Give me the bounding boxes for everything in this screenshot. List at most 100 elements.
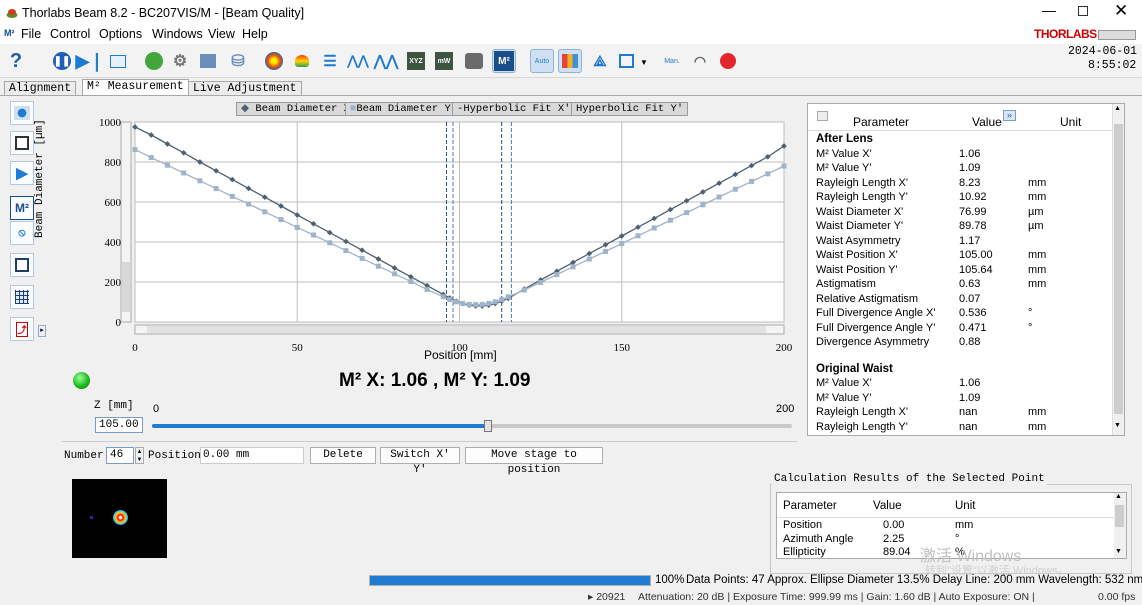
data-point-x — [618, 233, 625, 239]
calc-scrollbar[interactable]: ▲ ▼ — [1114, 493, 1126, 558]
z-value-field[interactable]: 105.00 — [95, 417, 143, 433]
param-value: 1.09 — [959, 162, 981, 174]
help-label: ? — [9, 49, 23, 72]
calc-unit: ° — [955, 532, 960, 545]
calc-scroll-thumb[interactable] — [1115, 505, 1124, 527]
position-field[interactable]: 0.00 mm — [200, 447, 304, 464]
reset-button[interactable] — [142, 49, 166, 73]
profile-x-button[interactable]: ⋀⋀ — [346, 49, 370, 73]
calculation-button[interactable] — [196, 49, 220, 73]
data-point-y — [684, 210, 690, 216]
pdf-report-button[interactable]: ⤴ — [10, 317, 34, 341]
mdi-window-controls-icon[interactable] — [1098, 30, 1136, 40]
legend-beam-diameter-y[interactable]: ■Beam Diameter Y' — [345, 102, 463, 116]
scroll-up-icon[interactable]: ▲ — [1114, 105, 1121, 112]
status-info: Data Points: 47 Approx. Ellipse Diameter… — [686, 574, 1142, 586]
data-point-y — [635, 233, 641, 239]
table-menu-icon[interactable] — [817, 111, 828, 121]
data-point-y — [765, 171, 771, 177]
scroll-down-icon[interactable]: ▼ — [1114, 422, 1121, 429]
theta-button[interactable]: ⦸ — [10, 221, 34, 245]
archive-button[interactable]: ⛁ — [226, 49, 250, 73]
manual-scale-button[interactable]: Man. — [660, 49, 684, 73]
close-icon[interactable]: ✕ — [1114, 1, 1129, 20]
chart-view-button[interactable] — [558, 49, 582, 73]
data-point-y — [473, 302, 479, 308]
save-measurement-button[interactable] — [10, 131, 34, 155]
run-button[interactable]: ▶ — [10, 161, 34, 185]
settings-button[interactable]: ⚙ — [168, 49, 192, 73]
z-slider-track[interactable] — [152, 424, 792, 428]
menu-windows[interactable]: Windows — [152, 27, 203, 41]
calc-scroll-up-icon[interactable]: ▲ — [1115, 493, 1122, 500]
tab-alignment[interactable]: Alignment — [4, 81, 77, 96]
parameters-table: Parameter Value » Unit After Lens M² Valu… — [807, 103, 1125, 436]
calc-row[interactable]: Position 0.00 mm — [783, 519, 1113, 532]
display-toggle-button[interactable] — [106, 49, 130, 73]
sidebar-expand-icon[interactable]: ▸ — [38, 325, 46, 337]
auto-scale-button[interactable]: Auto — [530, 49, 554, 73]
profile-y-button[interactable]: ⋀⋀ — [374, 49, 399, 73]
start-measurement-button[interactable] — [10, 101, 34, 125]
roi-dropdown-icon[interactable]: ▼ — [640, 58, 648, 67]
data-point-y — [651, 225, 657, 231]
menu-file[interactable]: File — [21, 27, 42, 41]
menu-control[interactable]: Control — [50, 27, 91, 41]
param-row: Rayleigh Length X' 8.23 mm — [816, 176, 1116, 190]
xyz-button[interactable]: XYZ — [404, 49, 428, 73]
m2-view-button[interactable]: M² — [10, 196, 34, 220]
param-value: 89.78 — [959, 220, 987, 232]
beam-3d-button[interactable] — [290, 49, 314, 73]
gauge-button[interactable]: ◠ — [688, 49, 712, 73]
restore-icon[interactable] — [1078, 6, 1088, 16]
number-spin-arrows-icon[interactable]: ▲ ▼ — [135, 447, 144, 464]
move-stage-button[interactable]: Move stage to position — [465, 447, 603, 476]
save-data-button[interactable] — [10, 253, 34, 277]
roi-button[interactable] — [614, 49, 638, 73]
menu-options[interactable]: Options — [99, 27, 143, 41]
param-value: 1.09 — [959, 391, 981, 404]
switch-xy-button[interactable]: Switch X' Y' — [380, 447, 460, 476]
data-point-y — [229, 193, 235, 199]
results-list-button[interactable]: ☰ — [318, 49, 342, 73]
camera-button[interactable] — [462, 49, 486, 73]
beam-2d-button[interactable] — [262, 49, 286, 73]
tab-live-adjustment[interactable]: Live Adjustment — [188, 81, 302, 96]
calc-scroll-down-icon[interactable]: ▼ — [1115, 548, 1122, 555]
number-spinbox[interactable]: 46 — [106, 447, 134, 464]
legend-beam-diameter-x[interactable]: ◆ Beam Diameter X' — [236, 102, 362, 116]
pause-button[interactable]: ❚❚ — [50, 49, 74, 73]
gear-icon: ⚙ — [172, 53, 188, 70]
progress-fill — [370, 576, 650, 585]
progress-bar — [369, 575, 651, 586]
calc-row[interactable]: Ellipticity 89.04% — [783, 546, 1113, 558]
menu-view[interactable]: View — [208, 27, 235, 41]
legend-hyperbolic-fit-y[interactable]: Hyperbolic Fit Y' — [571, 102, 689, 116]
minimize-icon[interactable]: — — [1042, 2, 1056, 18]
data-point-x — [310, 220, 317, 227]
calc-value: 0.00 — [883, 519, 905, 531]
data-point-y — [132, 147, 138, 153]
power-button[interactable]: mW — [432, 49, 456, 73]
m2-button[interactable]: M² — [492, 49, 516, 73]
expand-columns-icon[interactable]: » — [1003, 110, 1016, 121]
calc-col-parameter: Parameter — [783, 500, 837, 512]
table-view-button[interactable] — [10, 285, 34, 309]
play-step-button[interactable]: ▶❘ — [76, 49, 105, 73]
calc-row[interactable]: Azimuth Angle 2.25 ° — [783, 533, 1113, 546]
delete-button[interactable]: Delete — [310, 447, 376, 464]
param-row: M² Value Y' 1.09 — [816, 161, 1116, 175]
date-display: 2024-06-01 — [1068, 45, 1138, 58]
triangle-view-button[interactable]: ⟁ — [588, 49, 612, 73]
record-button[interactable] — [716, 49, 740, 73]
data-point-y — [359, 255, 365, 261]
tab-m2-measurement[interactable]: M² Measurement — [82, 79, 189, 96]
menu-help[interactable]: Help — [242, 27, 268, 41]
profile-icon: ⋀⋀ — [347, 53, 369, 68]
params-scrollbar[interactable]: ▲ ▼ — [1112, 104, 1124, 435]
help-button[interactable]: ? — [4, 49, 28, 73]
record-icon — [720, 53, 736, 69]
scroll-thumb[interactable] — [1114, 124, 1123, 414]
z-slider-thumb[interactable] — [484, 420, 492, 432]
calc-unit: % — [955, 546, 965, 558]
